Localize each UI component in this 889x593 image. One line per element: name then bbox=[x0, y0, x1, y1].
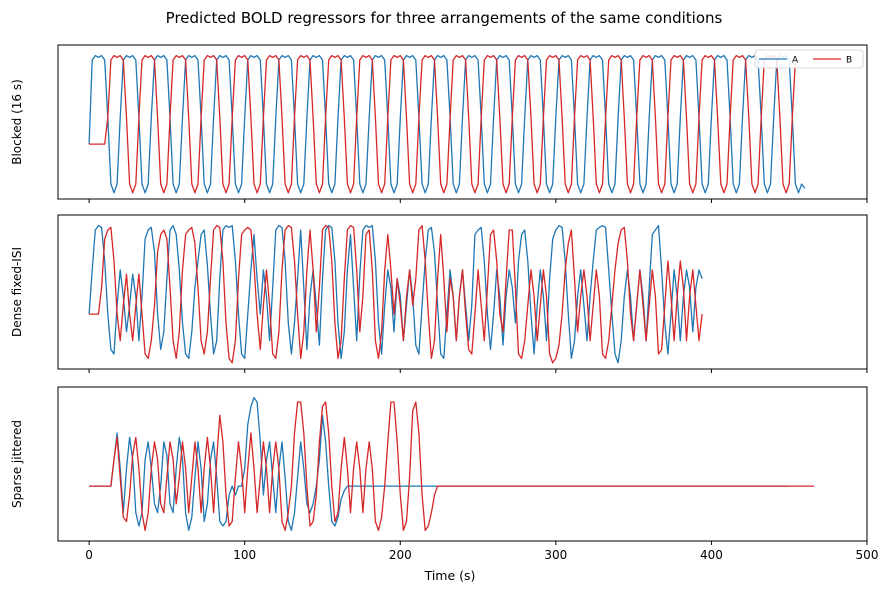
x-tick-label: 100 bbox=[233, 548, 256, 562]
panel-3: 0 100 200 300 400 500 Sparse jittered bbox=[10, 386, 879, 562]
series-line-a-panel-2 bbox=[88, 224, 703, 364]
y-axis-label: Dense fixed-ISI bbox=[10, 247, 24, 337]
y-axis-label: Sparse jittered bbox=[10, 420, 24, 508]
series-line-b-panel-2 bbox=[89, 224, 703, 364]
x-tick-label: 0 bbox=[85, 548, 93, 562]
axes-frame bbox=[57, 386, 868, 542]
series-line-b-panel-3 bbox=[89, 401, 815, 532]
series-line-b-panel-1 bbox=[89, 54, 797, 194]
x-tick-label: 300 bbox=[544, 548, 567, 562]
x-axis-label: Time (s) bbox=[424, 568, 476, 583]
axes-frame bbox=[57, 44, 868, 200]
legend-label-b: B bbox=[846, 56, 852, 66]
panel-2: Dense fixed-ISI bbox=[10, 214, 868, 373]
panel-1: Blocked (16 s)A B bbox=[10, 44, 868, 203]
x-tick-label: 400 bbox=[700, 548, 723, 562]
legend-label-a: A bbox=[792, 56, 799, 66]
series-line-a-panel-1 bbox=[88, 54, 806, 194]
x-tick-label: 200 bbox=[389, 548, 412, 562]
y-axis-label: Blocked (16 s) bbox=[10, 79, 24, 165]
axes-frame bbox=[57, 214, 868, 370]
x-tick-label: 500 bbox=[856, 548, 879, 562]
series-line-a-panel-3 bbox=[89, 396, 790, 532]
legend-box bbox=[754, 49, 864, 69]
figure-title: Predicted BOLD regressors for three arra… bbox=[166, 9, 723, 27]
